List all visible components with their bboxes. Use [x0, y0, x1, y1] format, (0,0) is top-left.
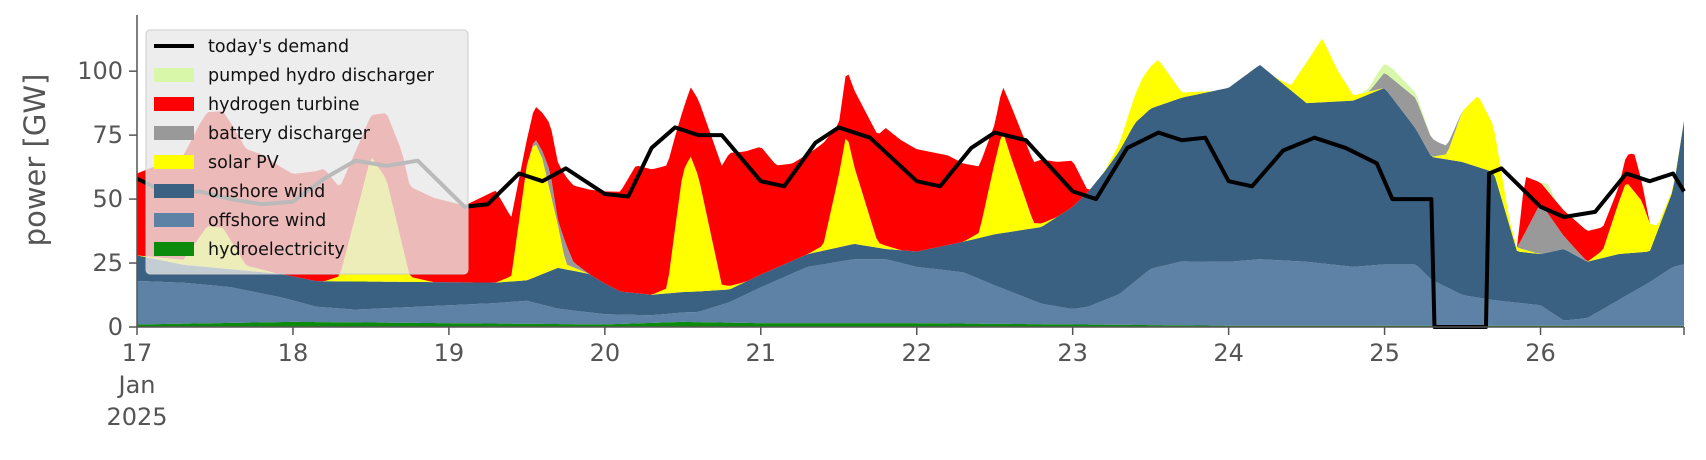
x-tick-label: 18 — [278, 339, 309, 367]
legend-swatch — [154, 126, 194, 140]
legend-item-battery-discharger: battery discharger — [154, 124, 371, 144]
y-tick-label: 50 — [92, 185, 123, 213]
x-tick-label: 25 — [1369, 339, 1400, 367]
legend-item-pumped-hydro-discharger: pumped hydro discharger — [154, 66, 435, 86]
legend-swatch — [154, 184, 194, 198]
legend-label: solar PV — [208, 153, 279, 173]
legend-label: pumped hydro discharger — [208, 66, 435, 86]
legend-item-today-s-demand: today's demand — [154, 37, 349, 57]
legend-swatch — [154, 242, 194, 256]
legend-item-hydroelectricity: hydroelectricity — [154, 240, 345, 260]
legend-label: battery discharger — [208, 124, 371, 144]
legend-label: onshore wind — [208, 182, 325, 202]
legend-swatch — [154, 68, 194, 82]
x-tick-label: 21 — [746, 339, 777, 367]
y-tick-label: 25 — [92, 249, 123, 277]
area-offshore-wind — [137, 259, 1684, 326]
y-axis-label: power [GW] — [18, 74, 52, 247]
legend-item-onshore-wind: onshore wind — [154, 182, 325, 202]
y-tick-label: 0 — [108, 313, 123, 341]
legend-swatch — [154, 97, 194, 111]
legend-item-solar-pv: solar PV — [154, 153, 279, 173]
axes-group: 0 25 50 75 100 17 Jan 2025 18 19 20 21 22 23 24 25 26 — [77, 15, 1685, 431]
area-series-group — [137, 38, 1684, 327]
x-tick-label: 20 — [590, 339, 621, 367]
x-tick-label: 17 — [122, 339, 153, 367]
area-solar-pv — [137, 38, 1684, 295]
legend-box — [145, 29, 469, 275]
legend-label: offshore wind — [208, 211, 326, 231]
legend-label: today's demand — [208, 37, 349, 57]
x-tick-label: 26 — [1525, 339, 1556, 367]
legend: today's demand pumped hydro discharger hyd… — [145, 29, 469, 275]
y-tick-label: 100 — [77, 57, 123, 85]
x-tick-label: 24 — [1213, 339, 1244, 367]
legend-swatch — [154, 155, 194, 169]
area-onshore-wind — [137, 65, 1684, 321]
x-tick-label: 19 — [434, 339, 465, 367]
y-tick-label: 75 — [92, 121, 123, 149]
area-hydroelectricity — [137, 321, 1684, 327]
x-tick-sublabel-year: 2025 — [106, 403, 167, 431]
x-tick-label: 22 — [901, 339, 932, 367]
legend-label: hydrogen turbine — [208, 95, 360, 115]
legend-swatch — [154, 213, 194, 227]
legend-label: hydroelectricity — [208, 240, 345, 260]
legend-item-hydrogen-turbine: hydrogen turbine — [154, 95, 360, 115]
x-tick-sublabel-month: Jan — [117, 371, 156, 399]
legend-item-offshore-wind: offshore wind — [154, 211, 326, 231]
area-hydrogen-turbine — [137, 38, 1684, 295]
x-tick-label: 23 — [1057, 339, 1088, 367]
